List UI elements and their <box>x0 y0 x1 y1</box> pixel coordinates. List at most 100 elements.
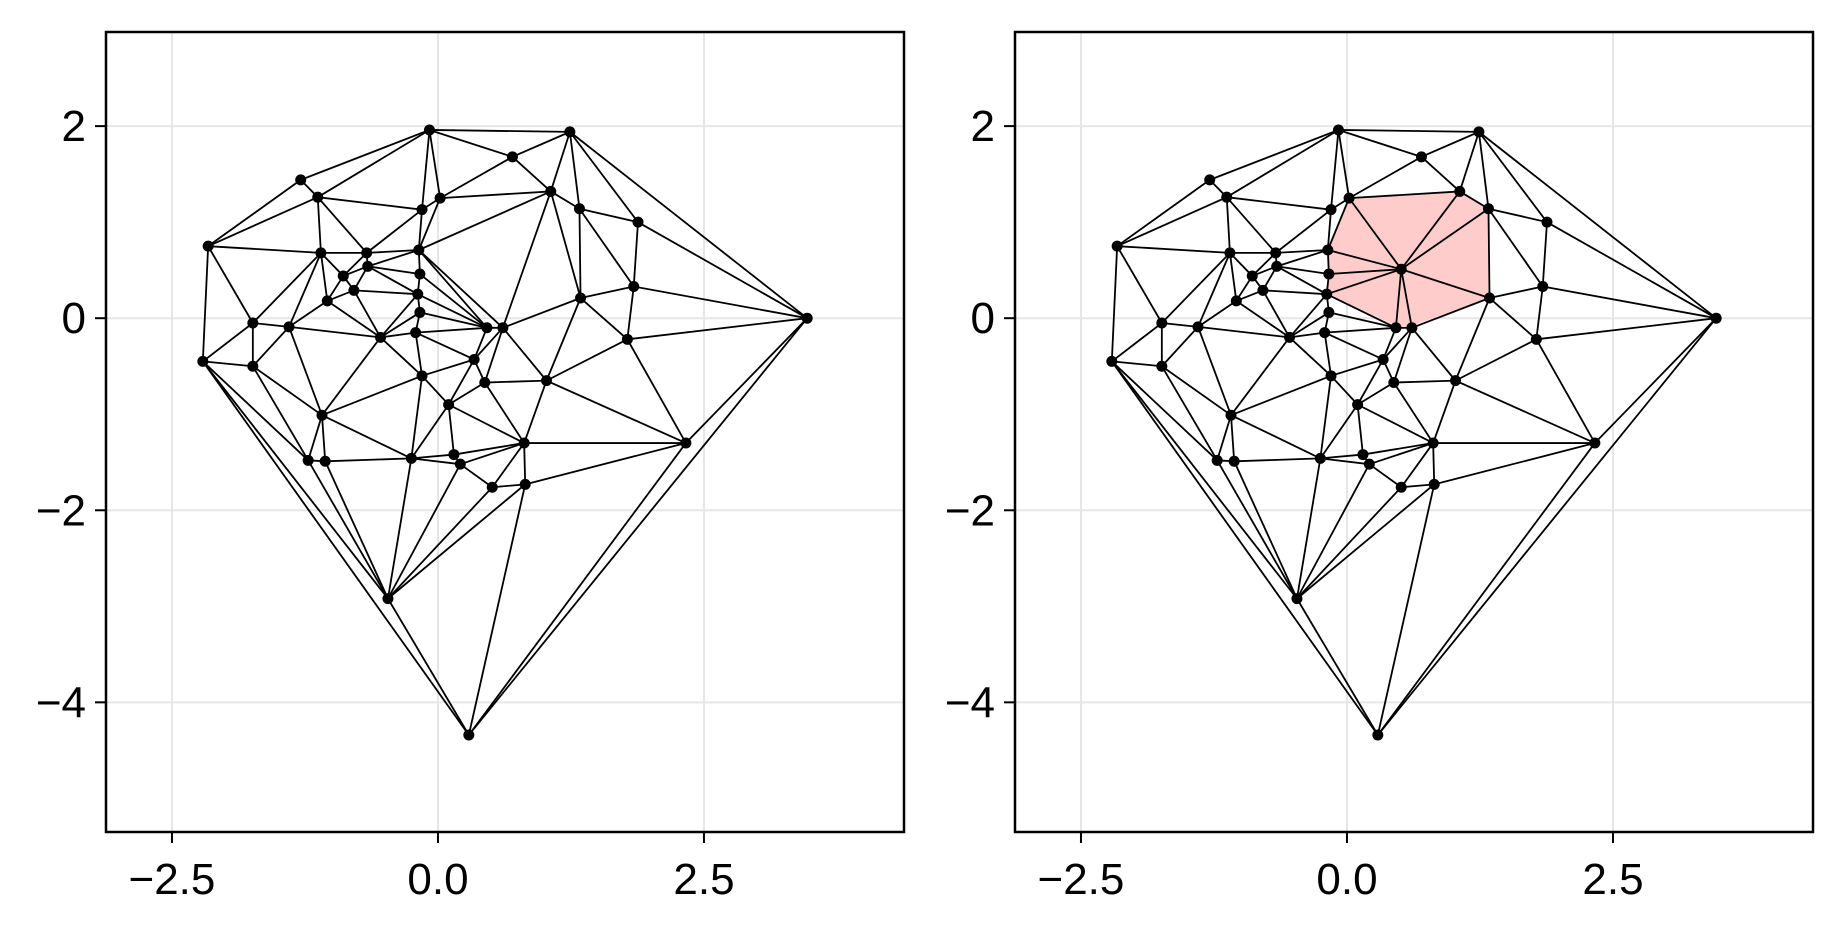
data-point <box>361 247 373 259</box>
data-point <box>1589 437 1601 449</box>
data-point <box>1284 331 1296 343</box>
data-point <box>1343 192 1355 204</box>
data-point <box>434 192 446 204</box>
data-point <box>443 399 455 411</box>
data-point <box>414 306 426 318</box>
data-point <box>416 370 428 382</box>
data-point <box>1156 360 1168 372</box>
data-point <box>1246 270 1258 282</box>
triangulation-edges <box>201 129 808 736</box>
data-point <box>413 244 425 256</box>
data-point <box>247 360 259 372</box>
data-point <box>1156 317 1168 329</box>
data-point <box>1257 284 1269 296</box>
data-point <box>481 322 493 334</box>
data-point <box>518 437 530 449</box>
data-point <box>1270 247 1282 259</box>
data-point <box>337 270 349 282</box>
data-point <box>545 185 557 197</box>
x-tick-label: 2.5 <box>673 855 734 904</box>
data-point <box>1192 321 1204 333</box>
data-point <box>1406 322 1418 334</box>
data-point <box>1395 263 1407 275</box>
data-point <box>1323 306 1335 318</box>
data-point <box>448 449 460 461</box>
data-point <box>1428 478 1440 490</box>
data-point <box>497 322 509 334</box>
data-point <box>1323 268 1335 280</box>
data-point <box>416 204 428 216</box>
triangulation-edges <box>1110 129 1717 736</box>
data-point <box>1211 454 1223 466</box>
data-point <box>375 331 387 343</box>
y-tick-label: 0 <box>62 294 86 343</box>
data-point <box>1482 203 1494 215</box>
data-point <box>312 191 324 203</box>
data-point <box>519 478 531 490</box>
data-point <box>1325 370 1337 382</box>
data-point <box>1541 216 1553 228</box>
data-point <box>680 437 692 449</box>
data-point <box>1106 355 1118 367</box>
data-point <box>1372 729 1384 741</box>
data-point <box>1228 455 1240 467</box>
data-point <box>1390 322 1402 334</box>
data-point <box>315 247 327 259</box>
data-point <box>302 454 314 466</box>
data-point <box>1325 204 1337 216</box>
axes-frame <box>1013 30 1815 834</box>
data-point <box>1427 437 1439 449</box>
data-point <box>414 268 426 280</box>
data-point <box>1357 449 1369 461</box>
data-point <box>621 333 633 345</box>
data-point <box>628 281 640 293</box>
x-tick-label: 0.0 <box>1316 855 1377 904</box>
x-tick-label: 0.0 <box>407 855 468 904</box>
y-tick-label: −2 <box>36 486 86 535</box>
data-point <box>573 203 585 215</box>
data-point <box>1332 124 1344 136</box>
data-point <box>348 284 360 296</box>
data-point <box>382 593 394 605</box>
data-point <box>247 317 259 329</box>
data-point <box>1322 244 1334 256</box>
x-tick-label: 2.5 <box>1582 855 1643 904</box>
data-points <box>1106 124 1722 741</box>
data-point <box>463 729 475 741</box>
x-tick-label: −2.5 <box>129 855 216 904</box>
y-tick-label: −2 <box>945 486 995 535</box>
data-point <box>1111 240 1123 252</box>
axes-frame <box>104 30 906 834</box>
data-point <box>202 240 214 252</box>
data-point <box>1449 375 1461 387</box>
data-point <box>423 124 435 136</box>
data-point <box>1271 260 1283 272</box>
data-point <box>319 455 331 467</box>
plot-panel-1: −2.5 0.0 2.5 2 0 −2 −4 <box>36 30 906 904</box>
data-point <box>564 126 576 138</box>
data-point <box>1537 281 1549 293</box>
data-point <box>283 321 295 333</box>
data-point <box>197 355 209 367</box>
data-point <box>1484 292 1496 304</box>
data-point <box>575 292 587 304</box>
data-point <box>801 312 813 324</box>
data-point <box>321 295 333 307</box>
y-tick-label: 2 <box>62 102 86 151</box>
data-point <box>1473 126 1485 138</box>
data-point <box>468 353 480 365</box>
data-point <box>1319 327 1331 339</box>
data-point <box>1363 458 1375 470</box>
data-point <box>1221 191 1233 203</box>
data-point <box>1352 399 1364 411</box>
data-point <box>454 458 466 470</box>
data-point <box>316 409 328 421</box>
data-point <box>405 452 417 464</box>
data-point <box>362 260 374 272</box>
data-point <box>1377 353 1389 365</box>
data-point <box>1204 174 1216 186</box>
data-point <box>295 174 307 186</box>
y-tick-label: 0 <box>971 294 995 343</box>
data-point <box>1314 452 1326 464</box>
